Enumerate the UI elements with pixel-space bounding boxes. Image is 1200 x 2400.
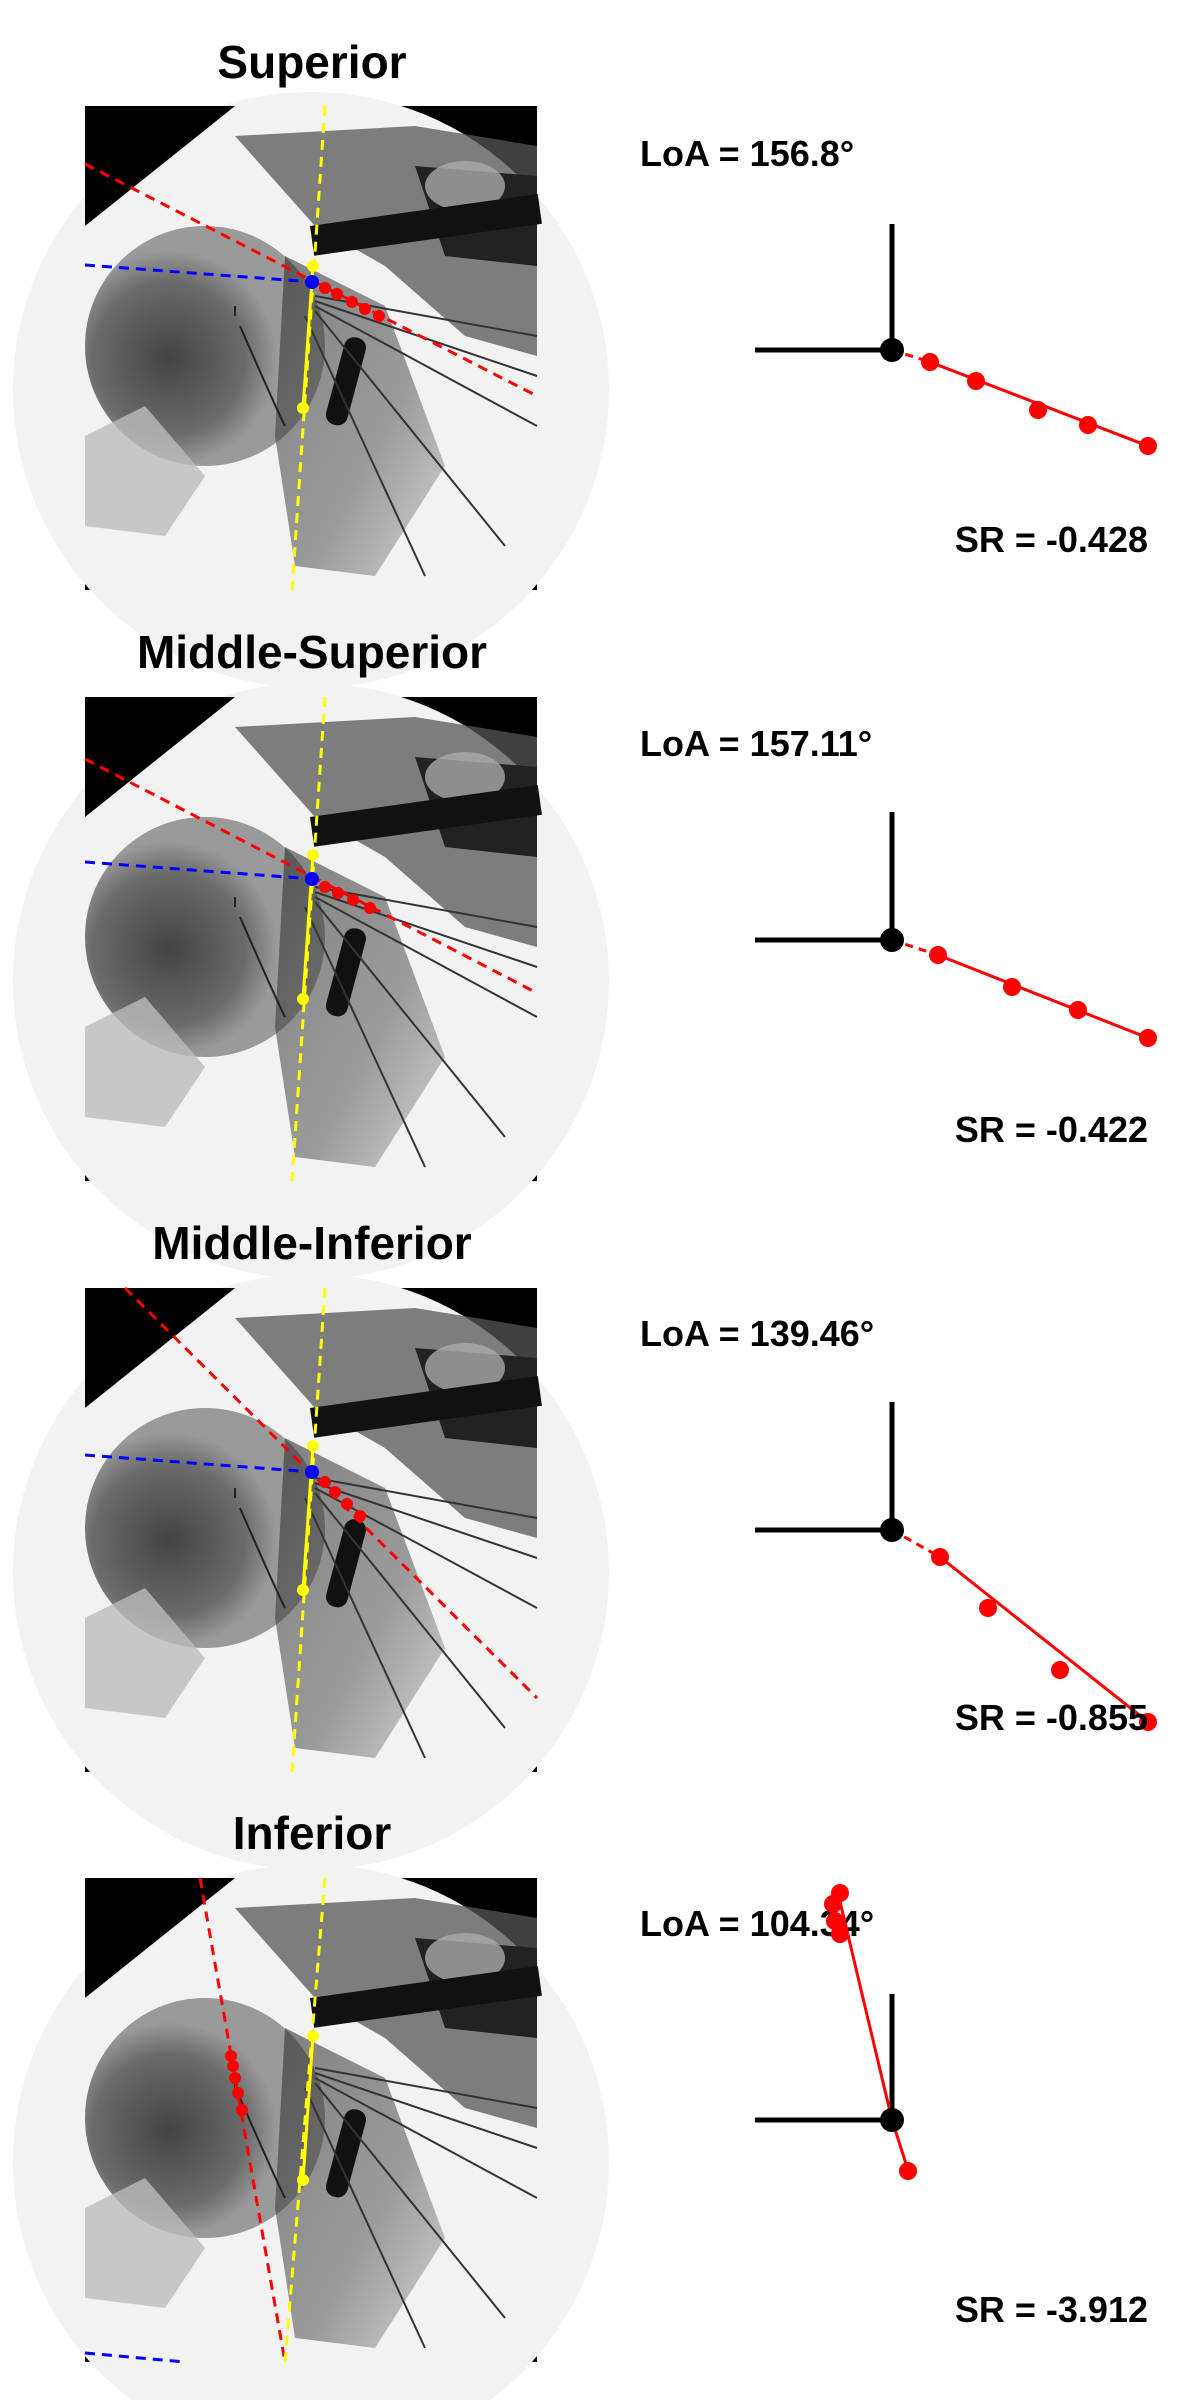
xray-image xyxy=(12,1863,610,2400)
loa-point xyxy=(929,946,947,964)
panel-title: Inferior xyxy=(233,1807,392,1859)
loa-segment xyxy=(939,1555,1149,1724)
loa-point xyxy=(824,1895,842,1913)
loa-point xyxy=(373,310,385,322)
loa-point xyxy=(1069,1001,1087,1019)
loa-point xyxy=(319,1476,331,1488)
origin-point xyxy=(880,338,904,362)
panel-inferior: Inferior LoA = 104.34° xyxy=(12,1807,1148,2400)
loa-point xyxy=(1029,401,1047,419)
loa-diagram xyxy=(755,224,1157,455)
axis-point xyxy=(307,260,319,272)
reference-line xyxy=(84,860,314,881)
axis-point xyxy=(307,849,319,861)
loa-point xyxy=(1003,978,1021,996)
loa-label: LoA = 157.11° xyxy=(640,723,872,764)
loa-point xyxy=(831,1925,849,1943)
xray-image xyxy=(12,91,610,689)
loa-point xyxy=(967,372,985,390)
origin-point xyxy=(880,1518,904,1542)
axis-point xyxy=(297,402,309,414)
origin-point xyxy=(880,2108,904,2132)
humeral-axis-solid xyxy=(301,2035,315,2181)
sr-label: SR = -3.912 xyxy=(955,2289,1148,2330)
panel-title: Middle-Inferior xyxy=(152,1217,472,1269)
loa-point xyxy=(329,1486,341,1498)
panel-title: Middle-Superior xyxy=(137,626,487,678)
sr-label: SR = -0.428 xyxy=(955,519,1148,560)
loa-point xyxy=(319,881,331,893)
loa-diagram xyxy=(755,1402,1157,1731)
loa-point xyxy=(921,353,939,371)
loa-point xyxy=(236,2104,248,2116)
reference-line xyxy=(84,1453,314,1474)
loa-point xyxy=(364,902,376,914)
humeral-axis-solid xyxy=(301,265,315,409)
loa-point xyxy=(359,303,371,315)
loa-point xyxy=(979,1599,997,1617)
loa-point xyxy=(319,282,331,294)
loa-point xyxy=(1139,1713,1157,1731)
loa-point xyxy=(899,2162,917,2180)
axis-point xyxy=(297,1584,309,1596)
loa-segment xyxy=(937,953,1149,1040)
panel-middle-superior: Middle-Superior LoA = 157.11° xyxy=(12,626,1157,1280)
loa-label: LoA = 156.8° xyxy=(640,133,854,174)
loa-point xyxy=(346,296,358,308)
humeral-axis xyxy=(283,1877,327,2363)
loa-segment-dashed xyxy=(891,1528,941,1559)
loa-point xyxy=(1051,1661,1069,1679)
loa-point xyxy=(354,1510,366,1522)
loa-point xyxy=(1139,1029,1157,1047)
loa-dashed-line xyxy=(198,1877,287,2363)
sr-label: SR = -0.855 xyxy=(955,1697,1148,1738)
loa-point xyxy=(931,1548,949,1566)
center-point xyxy=(305,872,319,886)
loa-point xyxy=(229,2072,241,2084)
loa-point xyxy=(331,288,343,300)
loa-point xyxy=(1139,437,1157,455)
axis-point xyxy=(297,993,309,1005)
loa-label: LoA = 139.46° xyxy=(640,1313,874,1354)
panel-superior: Superior LoA = 156.8° xyxy=(12,36,1157,689)
loa-diagram xyxy=(755,812,1157,1047)
loa-point xyxy=(332,887,344,899)
loa-point xyxy=(1079,416,1097,434)
sr-label: SR = -0.422 xyxy=(955,1109,1148,1150)
axis-point xyxy=(297,2174,309,2186)
loa-point xyxy=(347,894,359,906)
panel-title: Superior xyxy=(217,36,406,88)
axis-point xyxy=(307,1440,319,1452)
loa-point xyxy=(225,2050,237,2062)
origin-point xyxy=(880,928,904,952)
center-point xyxy=(305,1465,319,1479)
xray-image xyxy=(12,682,610,1280)
reference-line xyxy=(84,263,314,284)
axis-point xyxy=(307,2030,319,2042)
loa-point xyxy=(232,2087,244,2099)
xray-image xyxy=(12,1273,610,1871)
loa-point xyxy=(341,1498,353,1510)
center-point xyxy=(305,275,319,289)
loa-point xyxy=(227,2060,239,2072)
loa-diagram xyxy=(755,1884,917,2180)
panel-middle-inferior: Middle-Inferior LoA = 139.46° xyxy=(12,1217,1157,1871)
